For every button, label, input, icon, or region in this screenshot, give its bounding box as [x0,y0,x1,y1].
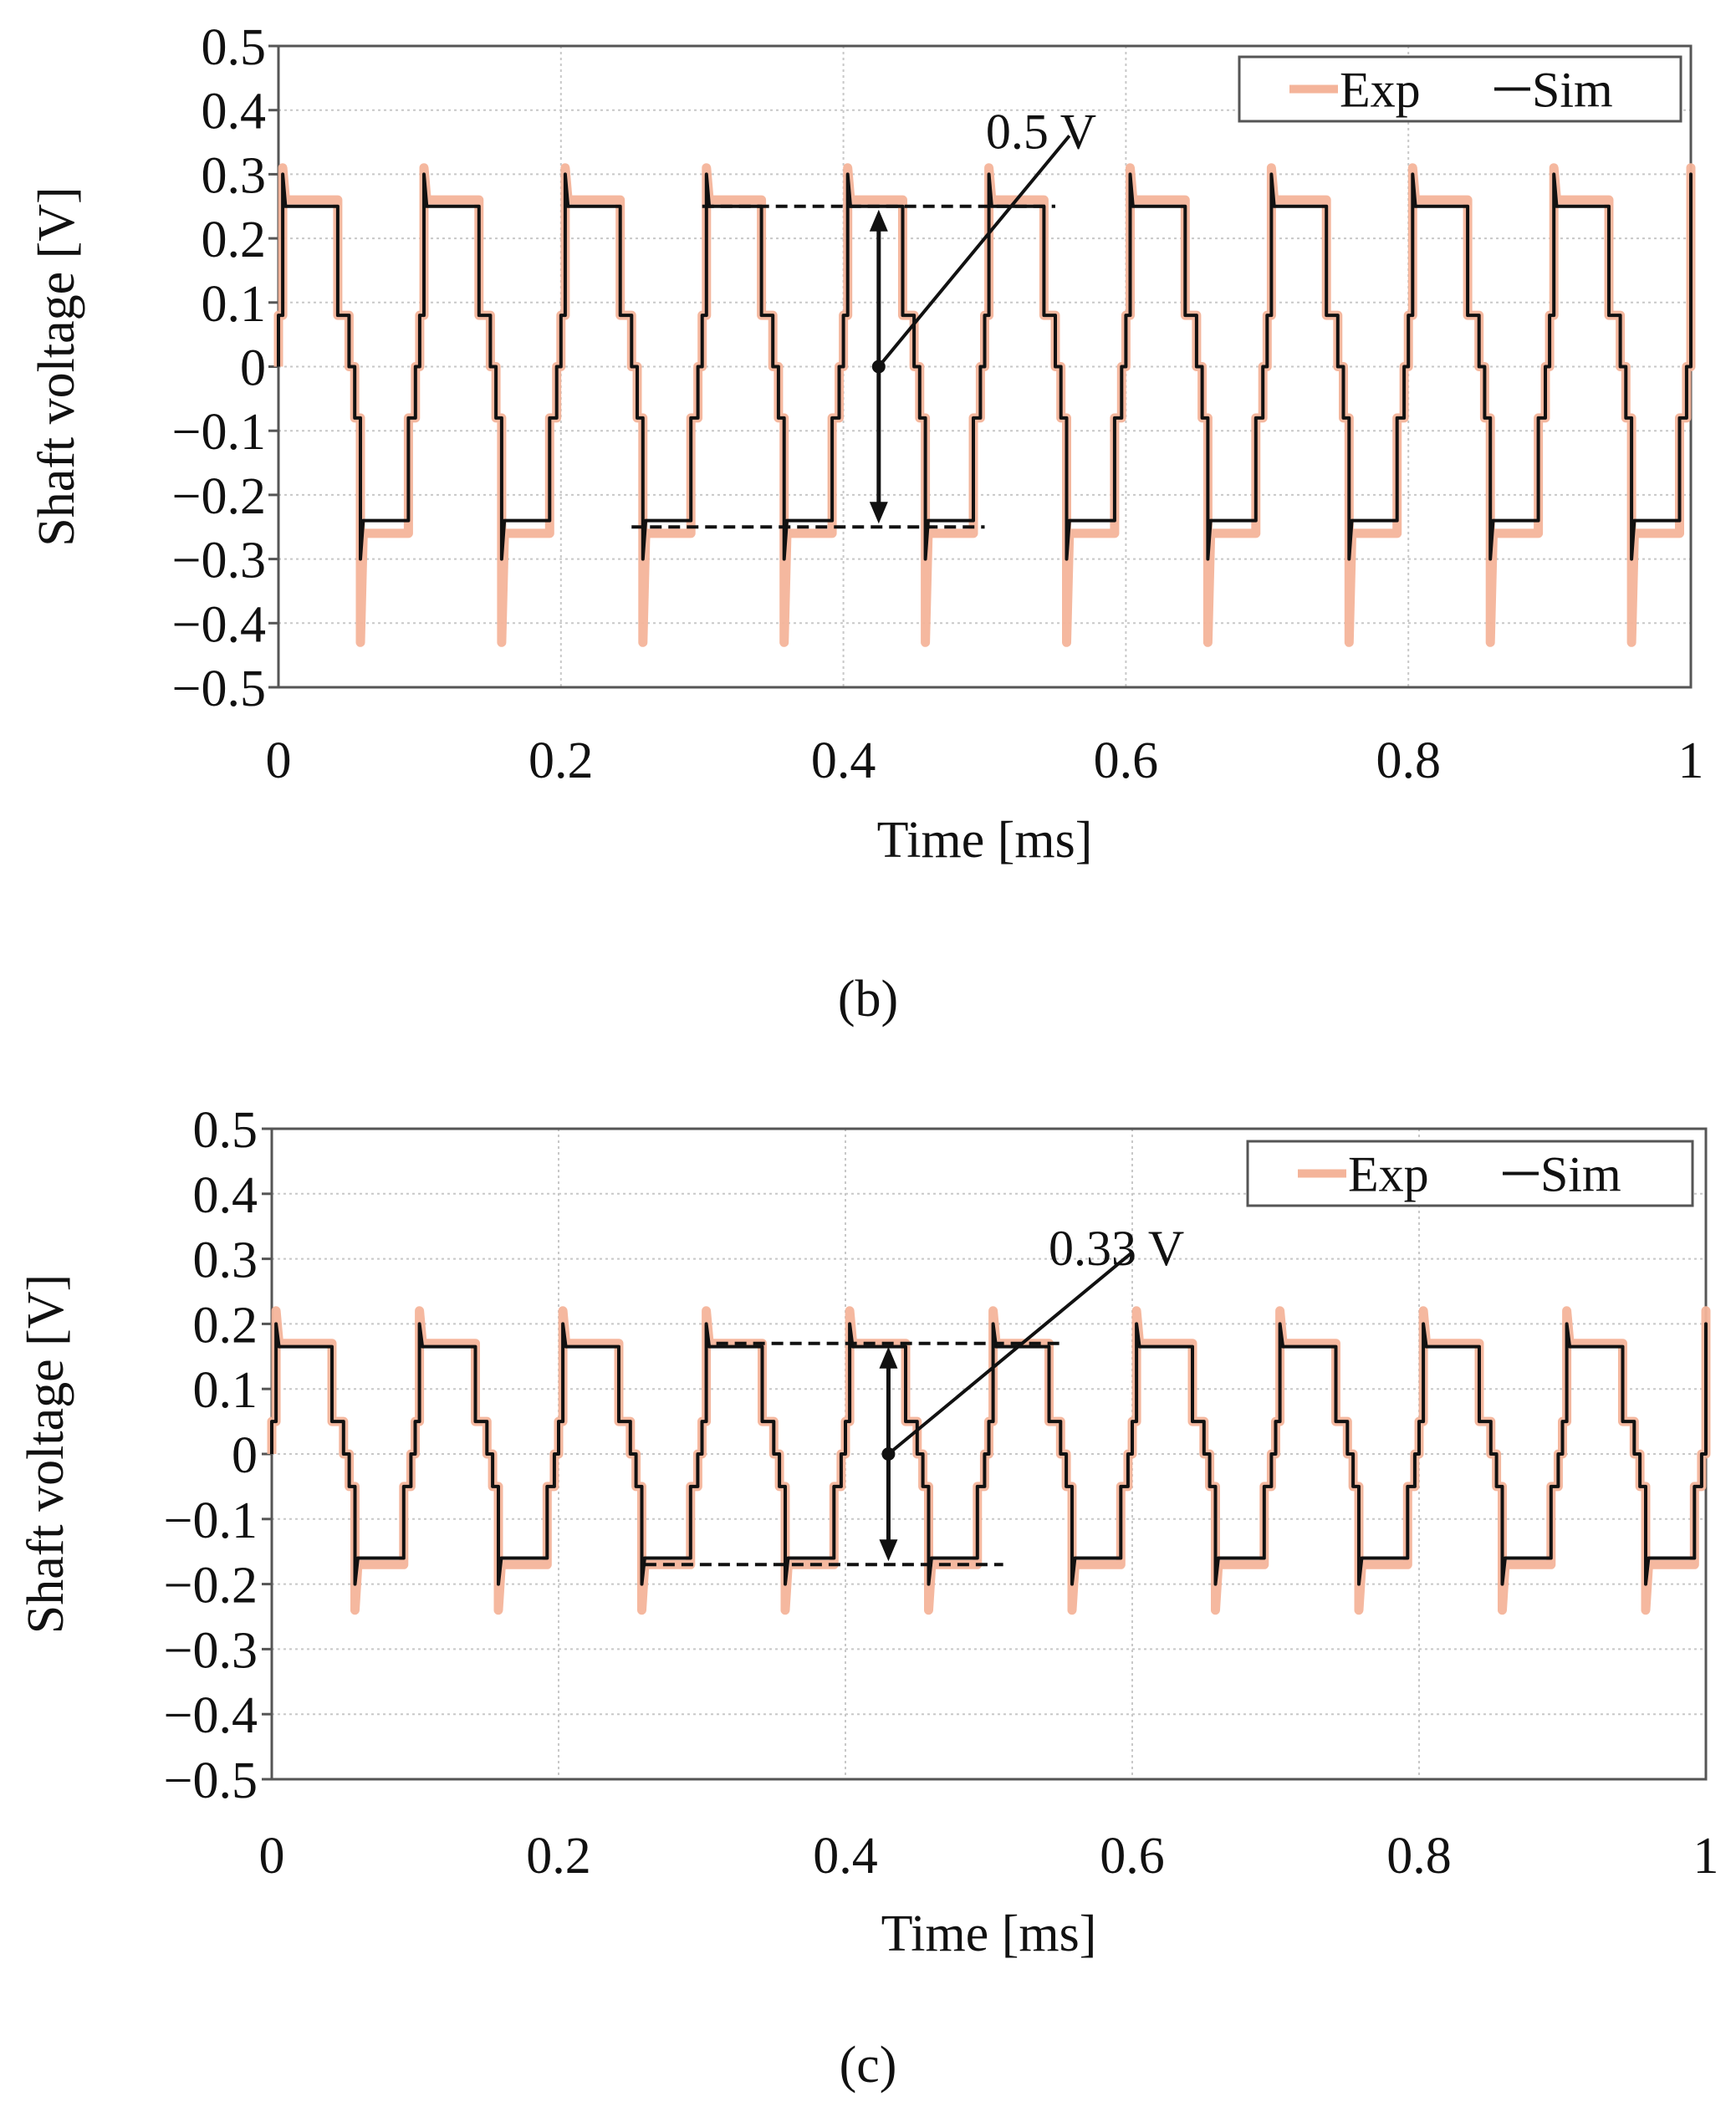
annotation-dot [881,1447,896,1461]
y-tick-label: 0.1 [202,276,267,333]
y-tick-label: 0.3 [193,1232,258,1289]
legend-label-exp: Exp [1340,63,1421,118]
y-tick-label: −0.4 [164,1687,258,1744]
annotation-label: 0.5 V [986,104,1096,159]
chart-panel: 0.33 V Exp Sim 0.5 0.4 0.3 0.2 0.1 0 −0.1 −0.2 −0.3… [18,1102,1719,2094]
y-tick-label: 0.4 [202,84,267,140]
y-tick-label: 0.2 [202,212,267,268]
x-axis-label: Time [ms] [877,812,1093,869]
y-tick-label: −0.2 [172,468,266,525]
x-tick-label: 0.2 [526,1828,591,1885]
y-tick-label: −0.2 [164,1558,258,1615]
legend-label-exp: Exp [1348,1147,1429,1202]
panel-label: (b) [838,971,898,1028]
y-tick-label: 0.5 [202,19,267,76]
series-line-sim [270,1322,1708,1586]
x-tick-label: 0.8 [1376,732,1441,789]
annotation-arrow-head-up [869,209,888,232]
annotation-label: 0.33 V [1049,1221,1184,1276]
annotation-leader-line [877,135,1071,368]
annotation-arrow-head-down [869,502,888,524]
y-tick-label: −0.5 [164,1752,258,1809]
x-tick-label: 1 [1693,1828,1719,1885]
y-tick-label: 0 [240,340,266,397]
legend-label-sim: Sim [1540,1147,1621,1202]
y-tick-label: 0.3 [202,147,267,204]
y-axis-label: Shaft voltage [V] [18,1274,74,1634]
y-tick-label: −0.3 [172,533,266,589]
legend-label-sim: Sim [1532,63,1613,118]
y-tick-label: 0.2 [193,1297,258,1354]
x-tick-label: 0.2 [528,732,594,789]
annotation-dot [871,360,886,374]
y-tick-label: −0.1 [172,404,266,461]
y-tick-label: −0.5 [172,661,266,717]
x-tick-label: 0.6 [1100,1828,1165,1885]
x-tick-label: 0.4 [813,1828,878,1885]
y-axis-label: Shaft voltage [V] [28,186,85,546]
x-tick-label: 0.6 [1094,732,1159,789]
panel-label: (c) [840,2037,897,2094]
y-tick-label: −0.4 [172,596,266,653]
x-tick-label: 0 [266,732,292,789]
x-tick-label: 1 [1678,732,1704,789]
y-tick-label: 0.4 [193,1167,258,1224]
series-line-exp [267,1306,1711,1615]
x-axis-label: Time [ms] [881,1905,1097,1962]
y-tick-label: −0.3 [164,1622,258,1679]
y-tick-label: 0 [232,1427,258,1484]
y-tick-label: −0.1 [164,1492,258,1549]
series-line-sim [277,172,1693,561]
x-tick-label: 0.4 [811,732,876,789]
annotation-arrow-head-down [879,1539,898,1562]
chart-panel: 0.5 V Exp Sim 0.5 0.4 0.3 0.2 0.1 0 −0.1 −0.2 −0.3 −… [28,19,1704,1028]
y-tick-label: 0.1 [193,1362,258,1419]
annotation-leader-line [887,1251,1134,1456]
x-tick-label: 0 [259,1828,285,1885]
x-tick-label: 0.8 [1386,1828,1452,1885]
annotation-arrow-head-up [879,1346,898,1369]
y-tick-label: 0.5 [193,1102,258,1159]
